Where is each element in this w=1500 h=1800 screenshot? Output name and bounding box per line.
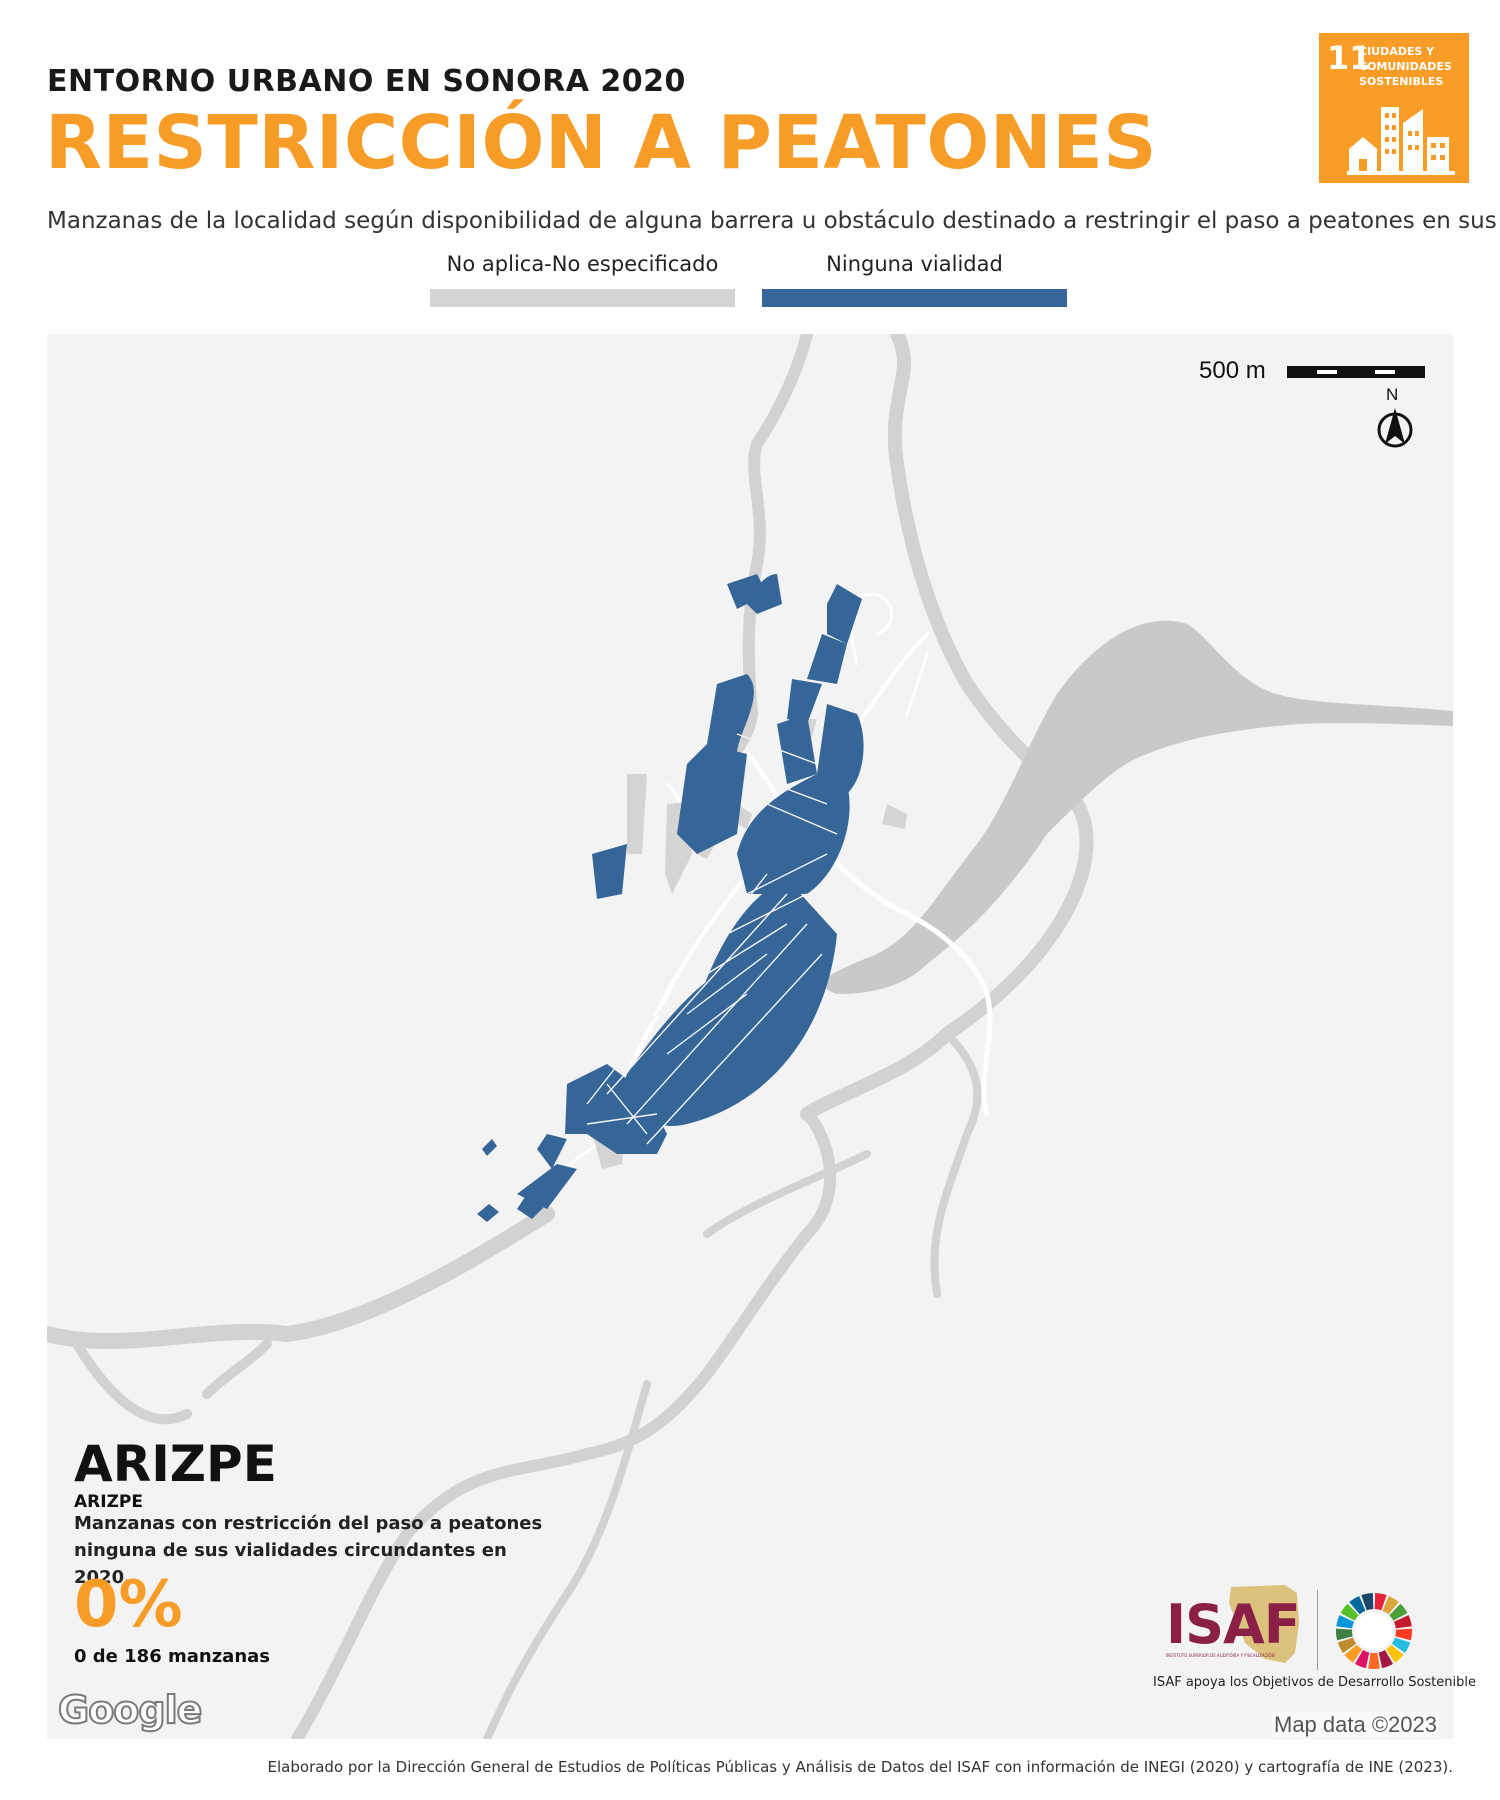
sdg-wheel-segment [1361,1593,1374,1611]
page-subtitle: Manzanas de la localidad según disponibi… [47,208,1500,234]
sdg-wheel-segment [1336,1628,1353,1641]
legend-label-ninguna: Ninguna vialidad [826,252,1003,276]
sdg-wheel-segment [1349,1595,1366,1615]
sdg-wheel-segment [1336,1615,1355,1629]
locality-name-small: ARIZPE [74,1492,143,1512]
sdg-wheel-segment [1368,1652,1380,1669]
block-count: 0 de 186 manzanas [74,1646,271,1667]
isaf-tagline: ISAF apoya los Objetivos de Desarrollo S… [1153,1675,1476,1690]
sdg-wheel-segment [1391,1637,1411,1653]
sdg-wheel-segment [1344,1644,1362,1663]
street-grid [586,733,838,1145]
city-buildings-icon [1347,107,1455,175]
legend-swatch-ninguna [762,289,1067,307]
sdg-wheel-segment [1386,1644,1404,1663]
report-kicker: ENTORNO URBANO EN SONORA 2020 [47,64,686,99]
google-logo: Google [57,1687,203,1733]
legend-label-no-aplica: No aplica-No especificado [446,252,719,276]
percent-value: 0% [74,1568,183,1642]
sdg-wheel-segment [1382,1595,1399,1615]
blocks-ninguna-vialidad [477,574,864,1222]
sdg-wheel-segment [1337,1637,1357,1653]
map-canvas[interactable] [47,334,1453,1739]
sdg-wheel-segment [1340,1603,1359,1621]
scale-label: 500 m [1199,357,1266,384]
north-arrow-icon [1377,408,1413,448]
locality-name: ARIZPE [74,1435,277,1493]
sdg-wheel-segment [1374,1593,1387,1611]
sdg-label: CIUDADES Y COMUNIDADES SOSTENIBLES [1359,45,1452,88]
isaf-fullname: INSTITUTO SUPERIOR DE AUDITORÍA Y FISCAL… [1166,1653,1275,1658]
sdg-11-badge: 11 CIUDADES Y COMUNIDADES SOSTENIBLES [1319,33,1469,183]
map-layers [47,334,1453,1739]
page-title: RESTRICCIÓN A PEATONES [45,100,1158,186]
river-beds [47,334,1094,1739]
footer-credits: Elaborado por la Dirección General de Es… [267,1758,1453,1776]
sdg-wheel-segment [1378,1650,1394,1669]
sdg-wheel-segment [1393,1615,1412,1629]
sdg-number: 11 [1327,39,1372,77]
legend-swatch-no-aplica [430,289,735,307]
sdg-wheel-segment [1395,1628,1412,1641]
sonora-map-icon [1229,1585,1299,1663]
branding-divider [1317,1590,1318,1670]
north-label: N [1386,385,1399,404]
panel-caption: Manzanas con restricción del paso a peat… [74,1513,543,1588]
isaf-logo: ISAF [1166,1593,1301,1656]
sdg-wheel-segment [1354,1650,1370,1669]
sdg-wheel-icon [1336,1593,1412,1669]
map-attribution: Map data ©2023 [1272,1712,1439,1738]
sdg-wheel-segment [1389,1603,1408,1621]
lake [822,620,1453,994]
scale-bar [1287,366,1425,378]
